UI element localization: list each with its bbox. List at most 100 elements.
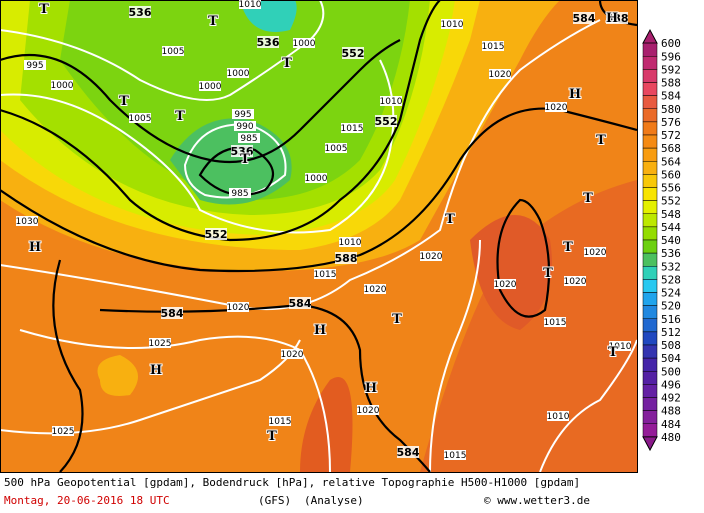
- height-label-box: [257, 36, 279, 48]
- legend-swatch: [642, 56, 658, 70]
- pressure-center: T: [608, 345, 618, 360]
- height-label: 552: [375, 115, 398, 128]
- pressure-label-box: [357, 405, 379, 415]
- pressure-label: 1015: [341, 124, 364, 134]
- pressure-label-box: [52, 426, 74, 436]
- pressure-label-box: [162, 46, 184, 56]
- legend-level: 572: [661, 129, 681, 142]
- isobars: [0, 0, 601, 473]
- pressure-label-box: [564, 276, 586, 286]
- pressure-center: H: [314, 323, 326, 338]
- color-legend: 6005965925885845805765725685645605565525…: [642, 28, 681, 452]
- pressure-label: 1025: [149, 339, 172, 349]
- legend-swatch: [642, 200, 658, 214]
- pressure-label-box: [149, 338, 171, 348]
- pressure-label: 1030: [16, 217, 39, 227]
- legend-level: 600: [661, 37, 681, 50]
- legend-swatch: [642, 213, 658, 228]
- legend-level: 532: [661, 260, 681, 273]
- pressure-label: 1015: [269, 417, 292, 427]
- legend-level: 548: [661, 208, 681, 221]
- pressure-label-box: [51, 80, 73, 90]
- pressure-center: H: [569, 87, 581, 102]
- pressure-label-box: [364, 284, 386, 294]
- legend-swatch: [642, 121, 658, 136]
- legend-level: 580: [661, 103, 681, 116]
- pressure-label-box: [314, 269, 336, 279]
- legend-level: 560: [661, 168, 681, 181]
- pressure-center: T: [240, 152, 250, 167]
- pressure-label: 1020: [489, 70, 512, 80]
- pressure-label: 1000: [293, 39, 316, 49]
- height-label-box: [375, 115, 397, 127]
- height-label-box: [397, 446, 419, 458]
- pressure-label-box: [420, 251, 442, 261]
- legend-level: 504: [661, 352, 681, 365]
- pressure-label: 1015: [544, 318, 567, 328]
- pressure-center: T: [392, 312, 402, 327]
- legend-swatch: [642, 423, 658, 438]
- legend-swatch: [642, 397, 658, 411]
- height-label: 584: [397, 446, 420, 459]
- height-label-box: [335, 252, 357, 264]
- height-label: 584: [289, 297, 312, 310]
- pressure-label: 1020: [584, 248, 607, 258]
- legend-level: 512: [661, 326, 681, 339]
- legend-level: 588: [661, 77, 681, 90]
- legend-swatch: [642, 69, 658, 83]
- height-label-box: [161, 307, 183, 319]
- pressure-label-box: [24, 60, 46, 70]
- legend-swatch: [642, 279, 658, 293]
- legend-level: 556: [661, 182, 681, 195]
- legend-swatch: [642, 134, 658, 149]
- legend-level: 596: [661, 50, 681, 63]
- pressure-label-box: [341, 123, 363, 133]
- pressure-label-box: [305, 173, 327, 183]
- pressure-center: T: [119, 94, 129, 109]
- legend-swatch: [642, 239, 658, 254]
- pressure-center: H: [150, 363, 162, 378]
- pressure-label: 1020: [420, 252, 443, 262]
- height-label: 584: [573, 12, 596, 25]
- pressure-center: T: [282, 56, 292, 71]
- legend-swatch: [642, 226, 658, 241]
- legend-arrow-top: [642, 28, 658, 44]
- legend-level: 576: [661, 116, 681, 129]
- pressure-label-box: [584, 247, 606, 257]
- pressure-center: H: [606, 11, 618, 26]
- pressure-label-box: [227, 68, 249, 78]
- pressure-label: 1000: [227, 69, 250, 79]
- pressure-center: T: [596, 133, 606, 148]
- pressure-label-box: [441, 19, 463, 29]
- pressure-label: 1010: [547, 412, 570, 422]
- pressure-label-box: [380, 96, 402, 106]
- legend-swatch: [642, 318, 658, 333]
- legend-arrow-bottom: [642, 436, 658, 452]
- legend-swatch: [642, 305, 658, 319]
- pressure-label: 1000: [51, 81, 74, 91]
- height-label-box: [573, 12, 595, 24]
- pressure-center: H: [29, 240, 41, 255]
- height-label: 552: [205, 228, 228, 241]
- caption: 500 hPa Geopotential [gpdam], Bodendruck…: [0, 473, 637, 513]
- pressure-label-box: [239, 0, 261, 9]
- pressure-label-box: [482, 41, 504, 51]
- legend-swatch: [642, 252, 658, 267]
- height-label-box: [289, 297, 311, 309]
- pressure-label-box: [269, 416, 291, 426]
- pressure-label: 1025: [52, 427, 75, 437]
- pressure-label: 985: [231, 189, 248, 199]
- legend-swatch: [642, 410, 658, 424]
- legend-level: 496: [661, 378, 681, 391]
- pressure-label-box: [229, 188, 251, 198]
- height-label: 588: [335, 252, 358, 265]
- map-background: [0, 0, 637, 472]
- pressure-label: 1010: [339, 238, 362, 248]
- pressure-label: 1020: [564, 277, 587, 287]
- pressure-label-box: [325, 143, 347, 153]
- pressure-label-box: [494, 279, 516, 289]
- pressure-label-box: [293, 38, 315, 48]
- legend-level: 516: [661, 313, 681, 326]
- height-label: 584: [161, 307, 184, 320]
- legend-level: 508: [661, 339, 681, 352]
